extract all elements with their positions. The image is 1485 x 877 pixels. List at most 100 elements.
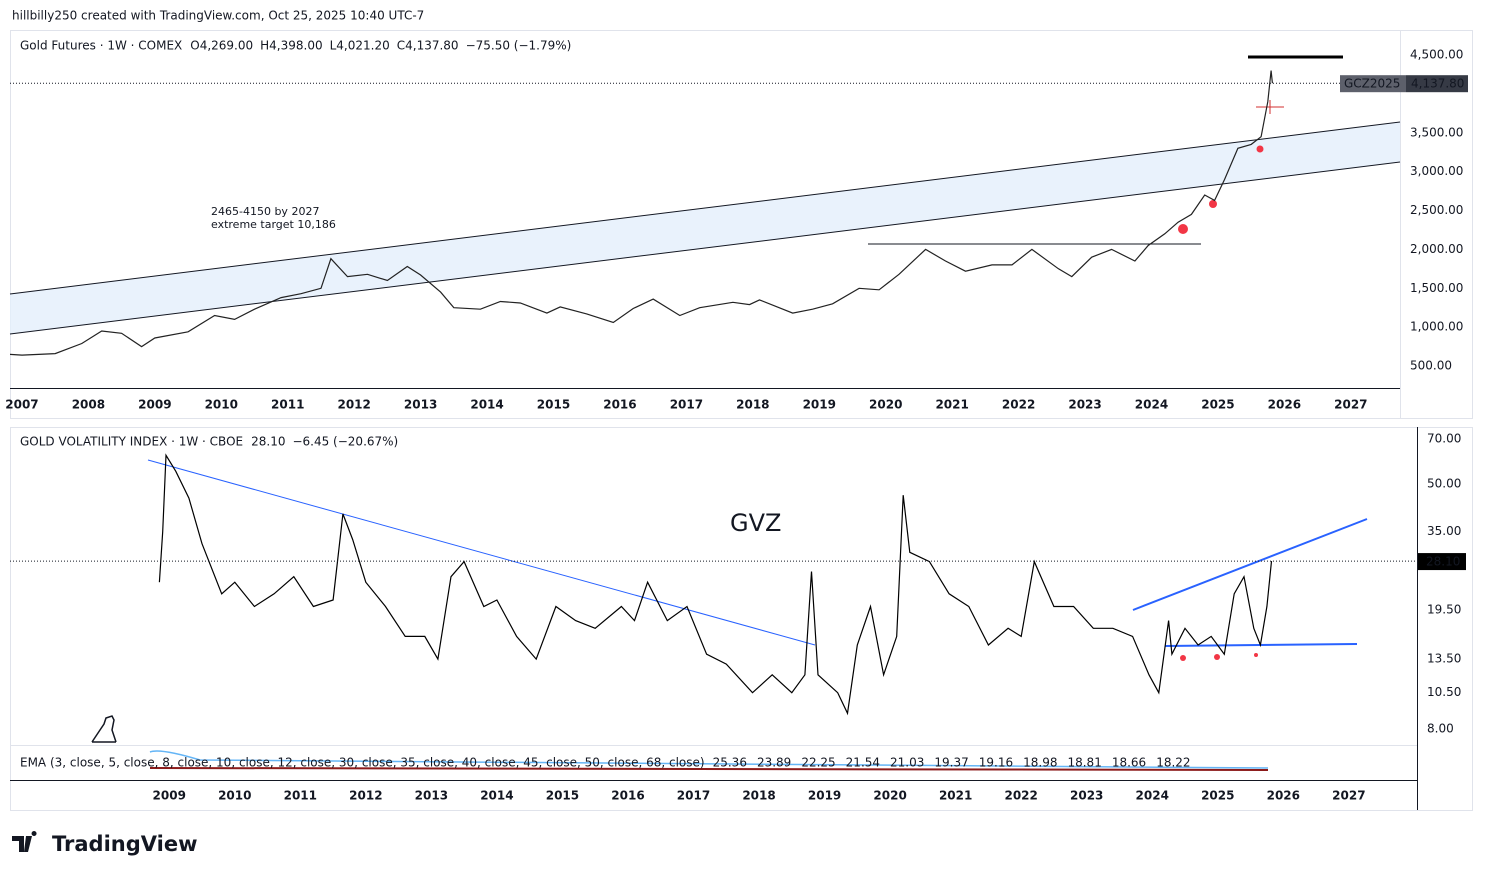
indicator-value: 22.25 [801, 756, 835, 770]
legend-title: Gold Futures · 1W · COMEX [20, 39, 182, 53]
legend-value: O4,269.00 [190, 39, 253, 53]
indicator-value: 18.81 [1067, 756, 1101, 770]
dot [1256, 145, 1264, 153]
x-tick-label: 2023 [1070, 789, 1103, 803]
x-tick-label: 2024 [1135, 398, 1168, 412]
legend-value: −75.50 (−1.79%) [466, 39, 572, 53]
x-tick-label: 2008 [72, 398, 105, 412]
y-tick-label: 500.00 [1410, 358, 1452, 372]
legend-value: C4,137.80 [397, 39, 459, 53]
x-tick-label: 2025 [1201, 789, 1234, 803]
pane-frame [10, 30, 1473, 419]
channel-fill [10, 122, 1400, 334]
x-tick-label: 2022 [1002, 398, 1035, 412]
y-tick-label: 8.00 [1427, 722, 1454, 736]
x-tick-label: 2016 [603, 398, 636, 412]
dot [1180, 655, 1186, 661]
price-label: 4,137.80 [1411, 77, 1464, 91]
pane-frame [10, 427, 1473, 811]
annotation: 2465-4150 by 2027 [211, 205, 319, 218]
indicator-value: 25.36 [713, 756, 747, 770]
x-tick-label: 2021 [935, 398, 968, 412]
x-tick-label: 2020 [873, 789, 906, 803]
y-tick-label: 10.50 [1427, 685, 1461, 699]
x-tick-label: 2026 [1267, 789, 1300, 803]
x-tick-label: 2013 [415, 789, 448, 803]
price-badge [1418, 553, 1466, 571]
indicator-value: 23.89 [757, 756, 791, 770]
legend-value: −6.45 (−20.67%) [292, 435, 398, 449]
x-tick-label: 2010 [218, 789, 251, 803]
trend-line [147, 459, 816, 646]
x-tick-label: 2012 [337, 398, 370, 412]
x-tick-label: 2024 [1136, 789, 1169, 803]
x-tick-label: 2016 [611, 789, 644, 803]
x-tick-label: 2021 [939, 789, 972, 803]
symbol-badge [1340, 75, 1406, 93]
x-tick-label: 2009 [138, 398, 171, 412]
x-tick-label: 2017 [670, 398, 703, 412]
symbol-label: GCZ2025 [1344, 77, 1400, 91]
x-tick-label: 2015 [537, 398, 570, 412]
x-tick-label: 2022 [1004, 789, 1037, 803]
y-tick-label: 1,000.00 [1410, 320, 1463, 334]
x-tick-label: 2027 [1332, 789, 1365, 803]
brand-name: TradingView [52, 832, 197, 856]
annotation: GVZ [730, 509, 781, 537]
legend-title: GOLD VOLATILITY INDEX · 1W · CBOE [20, 435, 243, 449]
y-tick-label: 2,000.00 [1410, 242, 1463, 256]
x-tick-label: 2019 [808, 789, 841, 803]
indicator-value: 18.22 [1156, 756, 1190, 770]
x-tick-label: 2012 [349, 789, 382, 803]
x-tick-label: 2018 [736, 398, 769, 412]
y-tick-label: 35.00 [1427, 524, 1461, 538]
dot [1178, 224, 1188, 234]
x-tick-label: 2011 [271, 398, 304, 412]
y-tick-label: 50.00 [1427, 477, 1461, 491]
y-tick-label: 19.50 [1427, 602, 1461, 616]
price-badge [1406, 75, 1468, 93]
y-tick-label: 3,500.00 [1410, 125, 1463, 139]
y-tick-label: 13.50 [1427, 652, 1461, 666]
indicator-value: 18.66 [1112, 756, 1146, 770]
x-tick-label: 2020 [869, 398, 902, 412]
x-tick-label: 2018 [742, 789, 775, 803]
x-tick-label: 2009 [153, 789, 186, 803]
indicator-value: 19.16 [979, 756, 1013, 770]
trend-line [1132, 518, 1368, 611]
brand-logo [12, 831, 37, 852]
legend-value: 28.10 [251, 435, 285, 449]
y-tick-label: 1,500.00 [1410, 281, 1463, 295]
legend-value: L4,021.20 [330, 39, 390, 53]
x-tick-label: 2025 [1201, 398, 1234, 412]
price-label: 28.10 [1426, 555, 1460, 569]
channel-line [9, 161, 1401, 335]
ema-lines [149, 750, 1269, 769]
x-tick-label: 2013 [404, 398, 437, 412]
x-tick-label: 2023 [1068, 398, 1101, 412]
price-line [158, 453, 1273, 716]
dot [1214, 654, 1220, 660]
legend-value: H4,398.00 [260, 39, 322, 53]
dino-icon [91, 715, 117, 743]
indicator-value: 19.37 [934, 756, 968, 770]
y-tick-label: 70.00 [1427, 432, 1461, 446]
dot [1209, 200, 1217, 208]
x-tick-label: 2011 [284, 789, 317, 803]
x-tick-label: 2027 [1334, 398, 1367, 412]
y-tick-label: 2,500.00 [1410, 203, 1463, 217]
x-tick-label: 2007 [5, 398, 38, 412]
y-tick-label: 3,000.00 [1410, 164, 1463, 178]
indicator-value: 18.98 [1023, 756, 1057, 770]
x-tick-label: 2019 [803, 398, 836, 412]
dot [1254, 653, 1258, 657]
indicator-value: 21.54 [846, 756, 880, 770]
price-line [10, 70, 1273, 356]
ema-lines [149, 767, 1269, 771]
x-tick-label: 2015 [546, 789, 579, 803]
indicator-value: 21.03 [890, 756, 924, 770]
author-line: hillbilly250 created with TradingView.co… [12, 9, 424, 23]
x-tick-label: 2010 [205, 398, 238, 412]
